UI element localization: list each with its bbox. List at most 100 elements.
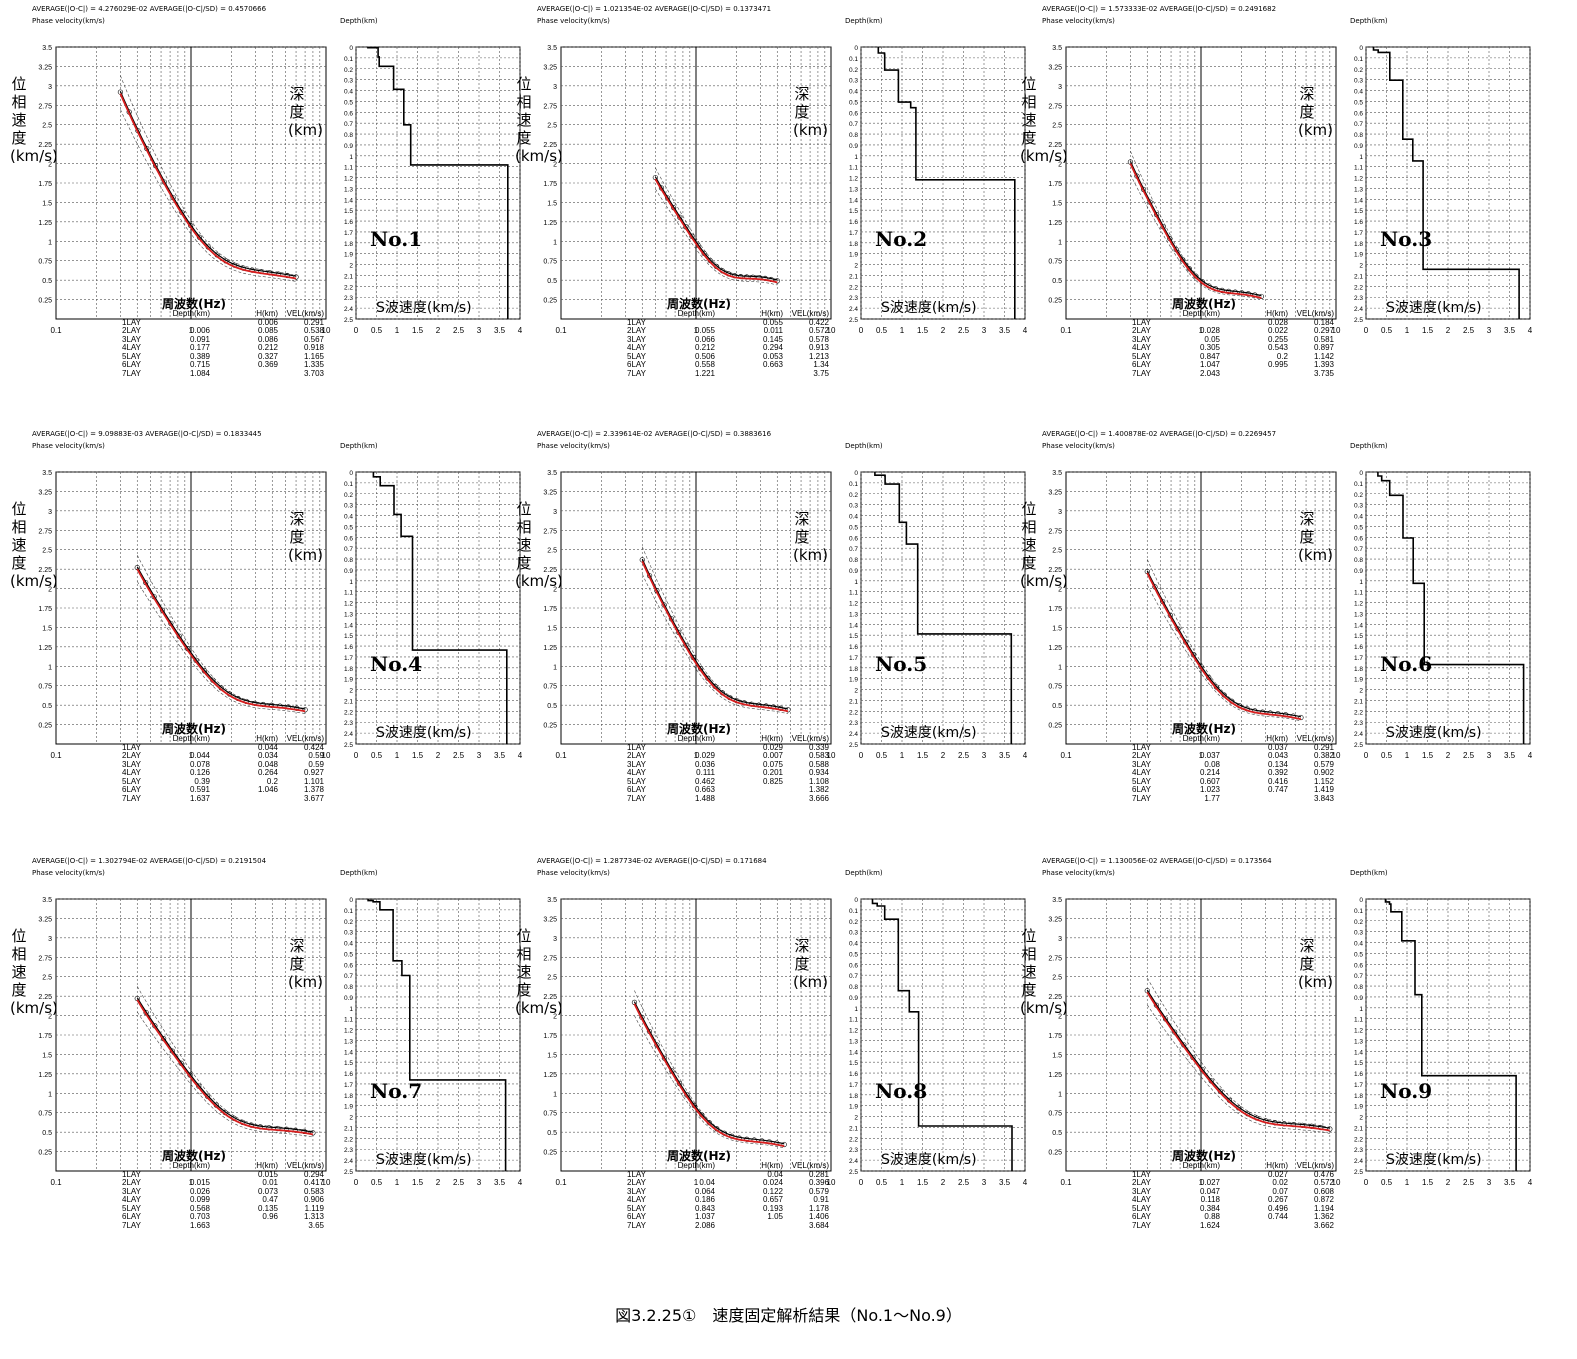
- layer-table-grid: Depth(km) H(km) VEL(km/s) 1LAY 0.015 0.294 2LA…: [122, 1161, 330, 1231]
- y-tick-label: 1: [1058, 239, 1062, 246]
- chart-svg: 3.53.2532.752.52.2521.751.51.2510.750.50…: [38, 470, 523, 760]
- layer-name: 4LAY: [1132, 343, 1151, 352]
- x-tick-label: 0.1: [50, 1178, 62, 1187]
- layer-vel: 1.406: [808, 1212, 829, 1221]
- layer-h: 0.47: [262, 1195, 278, 1204]
- layer-row: 3LAY 0.026 0.073 0.583: [122, 1187, 330, 1197]
- depth-tick-label: 1.1: [1354, 165, 1363, 172]
- s-tick-label: 3.5: [999, 1178, 1011, 1187]
- layer-row: 2LAY 0.006 0.085 0.538: [122, 326, 330, 336]
- layer-h: 0.043: [1267, 751, 1288, 760]
- depth-tick-label: 1.2: [344, 601, 353, 608]
- layer-name: 4LAY: [627, 768, 646, 777]
- y-tick-label: 0.25: [38, 1150, 52, 1157]
- depth-header: Depth(km): [340, 442, 378, 450]
- depth-tick-label: 2.1: [1354, 273, 1363, 280]
- depth-tick-label: 1: [854, 579, 858, 586]
- phase-velocity-header: Phase velocity(km/s): [1042, 442, 1115, 450]
- depth-tick-label: 2.2: [849, 1136, 858, 1143]
- panel-number: No.1: [370, 227, 423, 251]
- y-tick-label: 2.25: [1048, 994, 1062, 1001]
- layer-vel: 1.101: [303, 776, 324, 786]
- layer-vel: 0.291: [1313, 742, 1334, 752]
- vs-profile: 0 0.1 0.2 0.3 0.4 0.5 0.6 0.7 0.8 0.9 1 1.1 1.2 1.3 1.…: [1354, 45, 1533, 335]
- layer-row: 6LAY 1.037 1.05 1.406: [627, 1212, 835, 1222]
- layer-h: 0.496: [1267, 1203, 1288, 1213]
- depth-tick-label: 1.8: [849, 1093, 858, 1100]
- column-header: Depth(km): [172, 309, 210, 318]
- s-tick-label: 0: [1364, 1178, 1369, 1187]
- phase-plot: 3.5 3.25 3 2.75 2.5 2.25 2 1.75 1.5 1.25 1 0.75 0.5 0…: [1048, 470, 1341, 760]
- layer-name: 2LAY: [627, 326, 646, 335]
- layer-depth: 0.558: [694, 360, 715, 369]
- layer-h: [721, 786, 789, 795]
- layer-vel: 0.59: [308, 751, 324, 760]
- depth-tick-label: 2: [1359, 1115, 1363, 1122]
- column-header: H(km): [256, 1161, 278, 1170]
- s-tick-label: 3: [982, 1178, 987, 1187]
- layer-h: 0.264: [257, 768, 278, 777]
- layer-row: 4LAY 0.186 0.657 0.91: [627, 1195, 835, 1205]
- layer-row: 4LAY 0.118 0.267 0.872: [1132, 1195, 1340, 1205]
- layer-h: 0.193: [762, 1203, 783, 1213]
- depth-tick-label: 1.5: [1354, 208, 1363, 215]
- layer-name: 5LAY: [122, 1203, 141, 1213]
- depth-tick-label: 1.8: [344, 1093, 353, 1100]
- depth-tick-label: 1.4: [344, 622, 353, 629]
- depth-tick-label: 1.8: [344, 241, 353, 248]
- depth-tick-label: 1.6: [1354, 1071, 1363, 1078]
- layer-name: 3LAY: [1132, 334, 1151, 344]
- depth-tick-label: 1.5: [1354, 1060, 1363, 1067]
- depth-tick-label: 0: [349, 897, 353, 904]
- layer-depth: 0.029: [694, 751, 715, 760]
- layer-vel: 0.918: [303, 343, 324, 352]
- layer-h: 0.02: [1272, 1178, 1288, 1187]
- panel-1: AVERAGE(|O-C|) = 4.276029E-02 AVERAGE(|O…: [10, 5, 530, 430]
- s-tick-label: 2: [941, 326, 946, 335]
- layer-depth: 0.843: [694, 1203, 715, 1213]
- depth-tick-label: 1.2: [849, 176, 858, 183]
- vs-step-line: [1384, 899, 1517, 1171]
- observed-point: [1258, 293, 1264, 300]
- y-tick-label: 1.5: [42, 1052, 52, 1059]
- sd-lower-line: [634, 1015, 785, 1149]
- depth-tick-label: 0.2: [344, 67, 353, 74]
- layer-vel: 0.872: [1313, 1195, 1334, 1204]
- layer-vel: 0.902: [1313, 768, 1334, 777]
- y-tick-label: 0.5: [547, 703, 557, 710]
- depth-tick-label: 1.7: [1354, 1082, 1363, 1089]
- depth-tick-label: 1.6: [849, 219, 858, 226]
- layer-depth: 0.111: [696, 768, 715, 777]
- y-tick-label: 1.75: [1048, 181, 1062, 188]
- s-velocity-axis-label: S波速度(km/s): [881, 300, 977, 316]
- s-tick-label: 2.5: [1463, 1178, 1475, 1187]
- s-tick-label: 3: [477, 326, 482, 335]
- layer-row: 5LAY 0.568 0.135 1.119: [122, 1203, 330, 1214]
- depth-tick-label: 1.3: [849, 1038, 858, 1045]
- x-tick-label: 10: [827, 751, 836, 760]
- x-tick-label: 10: [1332, 326, 1341, 335]
- s-tick-label: 4: [518, 751, 523, 760]
- depth-tick-label: 1: [1359, 1006, 1363, 1013]
- layer-name: 3LAY: [1132, 1186, 1151, 1196]
- depth-tick-label: 0.8: [1354, 557, 1363, 564]
- sd-lower-line: [1147, 584, 1301, 722]
- y-tick-label: 2.25: [38, 994, 52, 1001]
- layer-vel: 1.335: [303, 360, 324, 369]
- s-velocity-axis-label: S波速度(km/s): [881, 725, 977, 741]
- layer-row: 7LAY 1.663 3.65: [122, 1221, 330, 1231]
- phase-velocity-header: Phase velocity(km/s): [537, 442, 610, 450]
- layer-depth: 0.39: [194, 776, 210, 786]
- layer-row: 1LAY 0.027 0.476: [1132, 1170, 1340, 1180]
- layer-h: [1226, 795, 1294, 804]
- phase-plot: 3.5 3.25 3 2.75 2.5 2.25 2 1.75 1.5 1.25 1 0.75 0.5 0…: [543, 45, 836, 335]
- depth-tick-label: 2: [349, 688, 353, 695]
- layer-table-grid: Depth(km) H(km) VEL(km/s) 1LAY 0.028 0.184 2LA…: [1132, 309, 1340, 378]
- observed-point: [293, 274, 299, 280]
- layer-row: 3LAY 0.036 0.075 0.588: [627, 760, 835, 770]
- depth-tick-label: 1.1: [1354, 590, 1363, 597]
- s-tick-label: 1: [1405, 1178, 1410, 1187]
- sd-upper-line: [642, 546, 789, 709]
- s-tick-label: 3: [1487, 326, 1492, 335]
- column-header: H(km): [761, 1161, 783, 1170]
